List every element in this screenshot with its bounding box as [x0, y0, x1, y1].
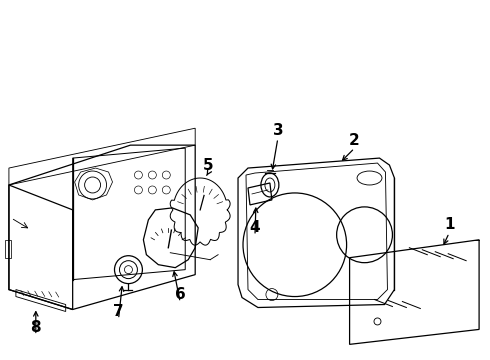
Text: 1: 1	[444, 217, 454, 232]
Text: 2: 2	[349, 132, 360, 148]
Text: 5: 5	[203, 158, 214, 172]
Text: 3: 3	[272, 123, 283, 138]
Bar	[5, 240, 11, 258]
Text: 6: 6	[175, 287, 186, 302]
Text: 8: 8	[30, 320, 41, 335]
Text: 7: 7	[113, 304, 124, 319]
Text: 4: 4	[249, 220, 260, 235]
